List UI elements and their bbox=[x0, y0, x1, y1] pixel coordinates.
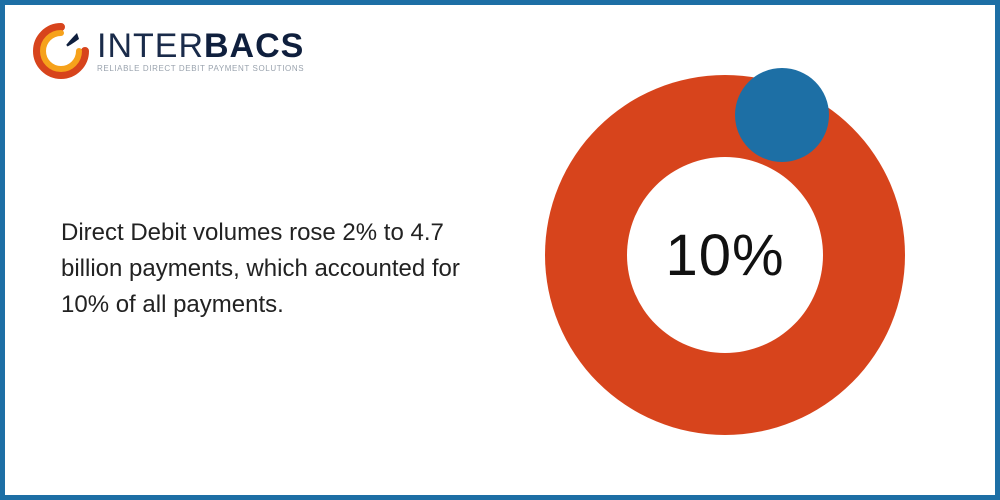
donut-center-label: 10% bbox=[665, 222, 784, 289]
brand-logo: INTERBACS RELIABLE DIRECT DEBIT PAYMENT … bbox=[33, 23, 304, 79]
infographic-frame: INTERBACS RELIABLE DIRECT DEBIT PAYMENT … bbox=[0, 0, 1000, 500]
stat-description: Direct Debit volumes rose 2% to 4.7 bill… bbox=[61, 215, 481, 323]
brand-word-left: INTER bbox=[97, 29, 204, 63]
brand-wordmark: INTERBACS RELIABLE DIRECT DEBIT PAYMENT … bbox=[97, 29, 304, 73]
donut-chart: 10% bbox=[545, 75, 905, 435]
donut-hole: 10% bbox=[627, 157, 823, 353]
phoenix-icon bbox=[33, 23, 89, 79]
brand-word-right: BACS bbox=[204, 29, 304, 63]
brand-tagline: RELIABLE DIRECT DEBIT PAYMENT SOLUTIONS bbox=[97, 65, 304, 73]
donut-slice-marker bbox=[735, 68, 829, 162]
